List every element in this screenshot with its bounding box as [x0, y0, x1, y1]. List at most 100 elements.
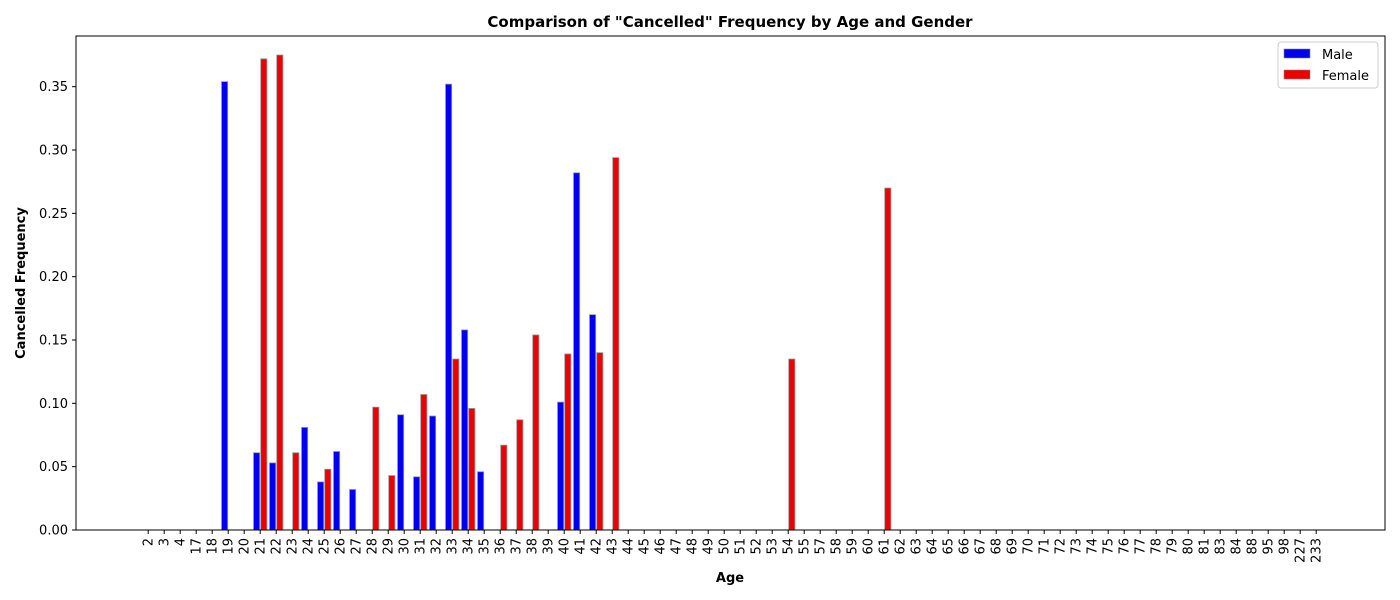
- x-tick-label: 51: [734, 538, 749, 555]
- x-tick-label: 98: [1278, 538, 1293, 555]
- y-tick-label: 0.10: [39, 397, 68, 412]
- legend-swatch-female: [1283, 69, 1311, 80]
- x-tick-label: 49: [702, 538, 717, 555]
- bar-male-19: [221, 81, 229, 531]
- x-tick-label: 28: [366, 538, 381, 555]
- x-tick-label: 65: [942, 538, 957, 555]
- x-axis-label: Age: [716, 571, 744, 586]
- bar-male-31: [413, 476, 421, 531]
- x-tick-label: 60: [862, 538, 877, 555]
- bar-female-34: [468, 407, 476, 531]
- x-tick-label: 25: [318, 538, 333, 555]
- x-tick-label: 26: [334, 538, 349, 555]
- bar-male-42: [589, 314, 597, 531]
- bar-male-24: [301, 426, 309, 531]
- x-tick-label: 47: [670, 538, 685, 555]
- x-tick-label: 30: [398, 538, 413, 555]
- x-tick-label: 35: [478, 538, 493, 555]
- x-tick-label: 31: [414, 538, 429, 555]
- x-tick-label: 52: [750, 538, 765, 555]
- legend-swatch-male: [1283, 48, 1311, 59]
- x-tick-label: 70: [1022, 538, 1037, 555]
- x-tick-label: 71: [1038, 538, 1053, 555]
- x-tick-label: 64: [926, 538, 941, 555]
- x-tick-label: 77: [1134, 538, 1149, 555]
- x-tick-label: 4: [174, 538, 189, 546]
- legend-label-male: Male: [1322, 48, 1353, 63]
- x-tick-label: 72: [1054, 538, 1069, 555]
- x-tick-label: 95: [1262, 538, 1277, 555]
- bar-female-33: [452, 358, 460, 531]
- x-tick-label: 33: [446, 538, 461, 555]
- x-tick-label: 81: [1198, 538, 1213, 555]
- x-tick-label: 69: [1006, 538, 1021, 555]
- x-tick-label: 50: [718, 538, 733, 555]
- legend: Male Female: [1277, 41, 1379, 89]
- x-tick-label: 75: [1102, 538, 1117, 555]
- x-tick-label: 233: [1310, 538, 1325, 563]
- x-tick-label: 68: [990, 538, 1005, 555]
- y-axis: 0.00 0.05 0.10 0.15 0.20 0.25 0.30 0.35: [39, 80, 76, 539]
- bar-female-61: [884, 187, 892, 531]
- x-tick-label: 59: [846, 538, 861, 555]
- bar-male-33: [445, 83, 453, 531]
- x-tick-label: 61: [878, 538, 893, 555]
- bar-female-54: [788, 358, 796, 531]
- bar-male-21: [253, 452, 261, 531]
- bar-male-34: [461, 329, 469, 531]
- x-tick-label: 37: [510, 538, 525, 555]
- x-tick-label: 29: [382, 538, 397, 555]
- y-tick-label: 0.30: [39, 144, 68, 159]
- bar-male-32: [429, 415, 437, 531]
- x-tick-label: 74: [1086, 538, 1101, 555]
- x-tick-label: 27: [350, 538, 365, 555]
- y-tick-label: 0.25: [39, 207, 68, 222]
- x-tick-label: 44: [622, 538, 637, 555]
- bar-male-30: [397, 414, 405, 531]
- x-tick-label: 34: [462, 538, 477, 555]
- x-tick-label: 227: [1294, 538, 1309, 563]
- bar-male-22: [269, 462, 277, 531]
- y-tick-label: 0.15: [39, 334, 68, 349]
- chart-title: Comparison of "Cancelled" Frequency by A…: [487, 13, 973, 31]
- x-tick-label: 19: [222, 538, 237, 555]
- x-axis: 2 3 4 17 18 19 20 21 22 23 24 25 26 27 28 29 30 31 32 33 34 3…: [142, 530, 1325, 563]
- x-tick-label: 40: [558, 538, 573, 555]
- x-tick-label: 43: [606, 538, 621, 555]
- x-tick-label: 83: [1214, 538, 1229, 555]
- y-tick-label: 0.05: [39, 460, 68, 475]
- bar-female-43: [612, 157, 620, 531]
- x-tick-label: 42: [590, 538, 605, 555]
- bar-female-36: [500, 444, 508, 531]
- bar-female-38: [532, 334, 540, 531]
- x-tick-label: 53: [766, 538, 781, 555]
- x-tick-label: 2: [142, 538, 157, 546]
- bar-female-37: [516, 419, 524, 531]
- x-tick-label: 32: [430, 538, 445, 555]
- x-tick-label: 54: [782, 538, 797, 555]
- x-tick-label: 63: [910, 538, 925, 555]
- x-tick-label: 80: [1182, 538, 1197, 555]
- x-tick-label: 55: [798, 538, 813, 555]
- x-tick-label: 78: [1150, 538, 1165, 555]
- x-tick-label: 57: [814, 538, 829, 555]
- x-tick-label: 46: [654, 538, 669, 555]
- bar-male-27: [349, 489, 357, 531]
- bar-female-31: [420, 394, 428, 531]
- bar-male-26: [333, 451, 341, 531]
- x-tick-label: 38: [526, 538, 541, 555]
- x-tick-label: 20: [238, 538, 253, 555]
- bar-female-29: [388, 475, 396, 531]
- x-tick-label: 23: [286, 538, 301, 555]
- x-tick-label: 41: [574, 538, 589, 555]
- bar-female-25: [324, 468, 332, 531]
- bar-female-28: [372, 406, 380, 531]
- bar-male-25: [317, 481, 325, 531]
- x-tick-label: 36: [494, 538, 509, 555]
- x-tick-label: 67: [974, 538, 989, 555]
- bar-male-35: [477, 471, 485, 531]
- x-tick-label: 66: [958, 538, 973, 555]
- x-tick-label: 3: [158, 538, 173, 546]
- bars-layer: [221, 54, 892, 531]
- bar-female-21: [260, 58, 268, 531]
